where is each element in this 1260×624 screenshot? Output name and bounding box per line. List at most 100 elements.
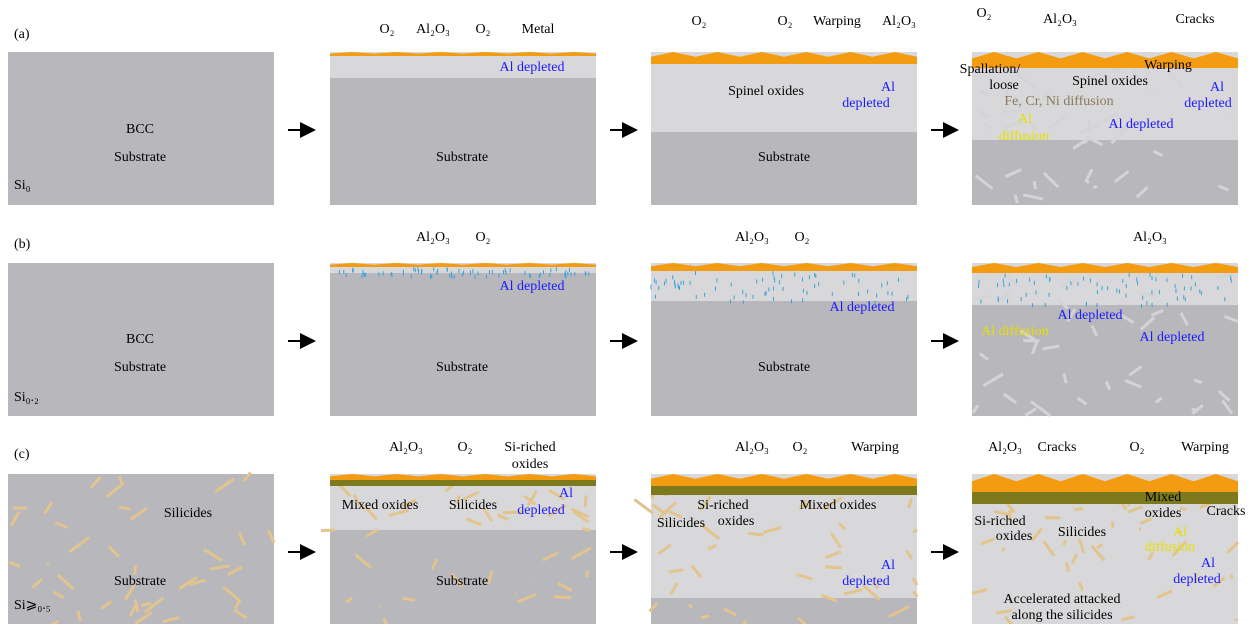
annotation: Substrate <box>758 150 810 165</box>
silicide <box>587 571 588 578</box>
diagram: (a)BCCSubstrateSi₀O₂Al₂O₃O₂MetalAl deple… <box>0 0 1260 624</box>
annotation: Al <box>1210 80 1224 95</box>
annotation: Substrate <box>114 574 166 589</box>
annotation: Silicides <box>1058 525 1106 540</box>
annotation: depleted <box>842 574 889 589</box>
annotation: along the silicides <box>1011 608 1112 623</box>
annotation: Al <box>881 80 895 95</box>
annotation: oxides <box>1145 506 1182 521</box>
annotation: Al <box>1018 112 1032 127</box>
vein <box>1093 187 1096 188</box>
annotation: Al <box>559 486 573 501</box>
annotation: O₂ <box>476 22 491 37</box>
silicide <box>47 563 48 564</box>
silicide <box>748 533 763 535</box>
mixed-oxides <box>330 480 596 486</box>
silicide <box>135 565 136 574</box>
annotation: Al₂O₃ <box>389 440 423 455</box>
annotation: Warping <box>813 14 861 29</box>
silicide <box>1003 548 1004 552</box>
annotation: O₂ <box>476 230 491 245</box>
annotation: Al depleted <box>1109 117 1174 132</box>
annotation: Mixed oxides <box>800 498 877 513</box>
annotation: Warping <box>851 440 899 455</box>
annotation: O₂ <box>795 230 810 245</box>
annotation: Al₂O₃ <box>1133 230 1167 245</box>
silicide <box>701 616 709 618</box>
annotation: Cracks <box>1038 440 1077 455</box>
annotation: diffusion <box>999 129 1049 144</box>
row-label: (b) <box>14 237 31 252</box>
annotation: Substrate <box>436 574 488 589</box>
annotation: O₂ <box>793 440 808 455</box>
vein <box>1034 181 1035 189</box>
annotation: diffusion <box>1145 540 1195 555</box>
annotation: Al₂O₃ <box>882 14 916 29</box>
silicide <box>403 598 415 600</box>
annotation: O₂ <box>778 14 793 29</box>
annotation: depleted <box>1184 96 1231 111</box>
silicide <box>321 530 335 531</box>
annotation: Mixed oxides <box>342 498 419 513</box>
annotation: Accelerated attacked <box>1004 592 1121 607</box>
annotation: Mixed <box>1145 490 1182 505</box>
annotation: Warping <box>1181 440 1229 455</box>
annotation: BCC <box>126 122 154 137</box>
annotation: O₂ <box>977 6 992 21</box>
annotation: O₂ <box>380 22 395 37</box>
annotation: Spinel oxides <box>728 84 804 99</box>
vein <box>1073 278 1074 286</box>
annotation: Cracks <box>1176 12 1215 27</box>
annotation: Al₂O₃ <box>988 440 1022 455</box>
annotation: oxides <box>996 529 1033 544</box>
annotation: Al depleted <box>830 300 895 315</box>
annotation: Silicides <box>449 498 497 513</box>
mixed-oxides <box>651 486 917 495</box>
annotation: O₂ <box>1130 440 1145 455</box>
annotation: depleted <box>1173 572 1220 587</box>
annotation: Si₀.₂ <box>14 390 39 405</box>
silicide <box>1231 575 1232 579</box>
silicide <box>1074 509 1083 510</box>
annotation: Al depleted <box>1140 330 1205 345</box>
annotation: Substrate <box>436 360 488 375</box>
annotation: BCC <box>126 332 154 347</box>
annotation: Substrate <box>114 150 166 165</box>
annotation: Silicides <box>164 506 212 521</box>
silicide <box>554 597 571 598</box>
vein <box>1089 120 1091 132</box>
annotation: Cracks <box>1207 504 1246 519</box>
row-label: (c) <box>14 447 30 462</box>
annotation: Silicides <box>657 516 705 531</box>
annotation: Al <box>1173 525 1187 540</box>
silicide <box>585 495 586 507</box>
annotation: Al diffusion <box>981 324 1049 339</box>
silicide <box>634 499 652 513</box>
annotation: Al₂O₃ <box>735 440 769 455</box>
row-label: (a) <box>14 27 30 42</box>
annotation: Al₂O₃ <box>1043 12 1077 27</box>
silicide <box>272 539 274 541</box>
annotation: Metal <box>522 22 555 37</box>
annotation: Fe, Cr, Ni diffusion <box>1004 94 1113 109</box>
annotation: Al <box>1201 556 1215 571</box>
mixed-oxides <box>972 492 1238 504</box>
annotation: Al depleted <box>500 60 565 75</box>
annotation: oxides <box>718 514 755 529</box>
annotation: Al depleted <box>1058 308 1123 323</box>
annotation: Substrate <box>758 360 810 375</box>
annotation: Spallation/ <box>960 62 1021 77</box>
silicide <box>825 567 842 568</box>
annotation: Al depleted <box>500 279 565 294</box>
annotation: Substrate <box>436 150 488 165</box>
silicide <box>582 528 590 530</box>
vein <box>1015 195 1017 203</box>
annotation: oxides <box>512 457 549 472</box>
annotation: Spinel oxides <box>1072 74 1148 89</box>
annotation: O₂ <box>692 14 707 29</box>
annotation: loose <box>989 78 1019 93</box>
annotation: depleted <box>842 96 889 111</box>
annotation: Si-riched <box>697 498 748 513</box>
annotation: Substrate <box>114 360 166 375</box>
annotation: Al₂O₃ <box>735 230 769 245</box>
